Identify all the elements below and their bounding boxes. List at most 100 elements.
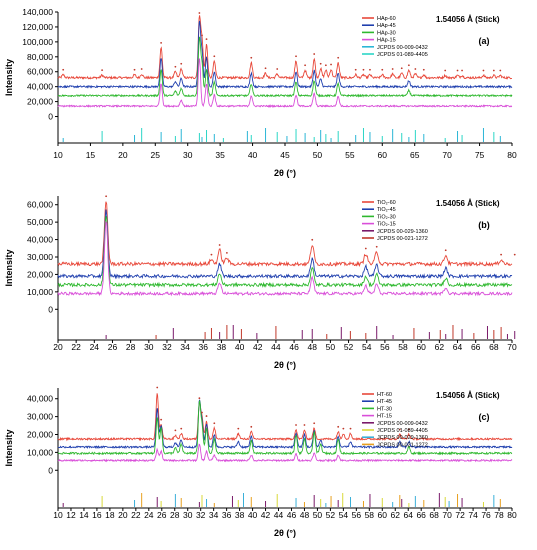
- x-tick-label: 40: [248, 510, 258, 520]
- series-line-3: [57, 220, 513, 297]
- peak-marker: [133, 68, 136, 71]
- x-tick-label: 62: [391, 510, 401, 520]
- series-line-0: [57, 201, 513, 268]
- peak-marker: [342, 427, 345, 430]
- y-tick-label: 120,000: [22, 22, 53, 32]
- peak-marker: [349, 427, 352, 430]
- peak-marker: [369, 68, 371, 71]
- peak-marker: [400, 67, 403, 70]
- legend-entry: TiO₂-60: [377, 200, 396, 206]
- peak-marker: [398, 428, 401, 431]
- peak-marker: [140, 68, 143, 70]
- x-tick-label: 65: [410, 150, 420, 160]
- x-tick-label: 30: [183, 150, 193, 160]
- peak-marker: [311, 238, 314, 241]
- peak-marker: [444, 249, 447, 252]
- legend-entry: JCPDS 00-021-1272: [377, 236, 428, 242]
- y-tick-label: 20,000: [27, 269, 53, 279]
- x-tick-label: 80: [507, 510, 517, 520]
- x-tick-label: 40: [248, 150, 258, 160]
- x-tick-label: 70: [442, 510, 452, 520]
- y-tick-label: 60,000: [27, 200, 53, 210]
- peak-marker: [264, 67, 267, 70]
- x-tick-label: 24: [144, 510, 154, 520]
- x-tick-label: 20: [53, 342, 63, 352]
- x-tick-label: 60: [378, 150, 388, 160]
- x-tick-label: 36: [222, 510, 232, 520]
- peak-marker: [337, 425, 340, 428]
- legend-entry: JCPDS 00-029-1360: [377, 435, 428, 441]
- x-tick-label: 60: [416, 342, 426, 352]
- series-line-0: [57, 393, 513, 442]
- y-tick-label: 30,000: [27, 252, 53, 262]
- x-tick-label: 22: [71, 342, 81, 352]
- peak-marker: [276, 68, 279, 70]
- x-tick-label: 10: [53, 510, 63, 520]
- y-tick-label: 50,000: [27, 217, 53, 227]
- series-line-3: [57, 443, 513, 463]
- peak-marker: [156, 386, 159, 389]
- peak-marker: [62, 68, 65, 71]
- x-tick-label: 50: [313, 510, 323, 520]
- x-tick-label: 72: [455, 510, 465, 520]
- x-tick-label: 20: [118, 510, 128, 520]
- x-tick-label: 64: [403, 510, 413, 520]
- x-tick-label: 36: [199, 342, 209, 352]
- x-tick-label: 30: [144, 342, 154, 352]
- peak-marker: [381, 68, 384, 71]
- peak-marker: [364, 247, 367, 250]
- peak-marker: [105, 195, 108, 198]
- x-tick-label: 58: [365, 510, 375, 520]
- legend-entry: JCPDS 01-089-4405: [377, 52, 428, 58]
- peak-marker: [303, 424, 306, 426]
- x-tick-label: 28: [170, 510, 180, 520]
- peak-marker: [513, 253, 516, 256]
- x-tick-label: 34: [180, 342, 190, 352]
- x-tick-label: 20: [118, 150, 128, 160]
- series-line-1: [57, 399, 513, 450]
- y-tick-label: 0: [48, 465, 53, 475]
- panel-label: (c): [479, 412, 490, 422]
- x-tick-label: 78: [494, 510, 504, 520]
- peak-marker: [407, 428, 410, 431]
- legend-entry: JCPDS 00-029-1360: [377, 229, 428, 235]
- wavelength-note: 1.54056 Å (Stick): [436, 199, 500, 208]
- x-tick-label: 54: [362, 342, 372, 352]
- x-tick-label: 35: [215, 150, 225, 160]
- peak-marker: [201, 34, 203, 37]
- x-tick-label: 50: [326, 342, 336, 352]
- legend-entry: JCPDS 00-009-0432: [377, 45, 428, 51]
- peak-marker: [218, 244, 221, 246]
- x-tick-label: 24: [90, 342, 100, 352]
- x-tick-label: 22: [131, 510, 141, 520]
- series-line-1: [57, 209, 513, 280]
- x-tick-label: 62: [435, 342, 445, 352]
- x-tick-label: 70: [507, 342, 517, 352]
- x-tick-label: 12: [66, 510, 76, 520]
- x-tick-label: 75: [475, 150, 485, 160]
- legend-entry: HAp-15: [377, 38, 396, 44]
- peak-marker: [250, 425, 253, 428]
- x-tick-label: 42: [261, 510, 271, 520]
- x-tick-label: 32: [162, 342, 172, 352]
- peak-marker: [205, 38, 208, 41]
- x-tick-label: 80: [507, 150, 517, 160]
- x-tick-label: 56: [380, 342, 390, 352]
- peak-marker: [375, 245, 378, 248]
- legend-entry: TiO₂-45: [377, 207, 396, 213]
- peak-marker: [337, 56, 340, 59]
- peak-marker: [422, 68, 425, 71]
- legend-entry: HT-15: [377, 414, 392, 420]
- peak-marker: [324, 64, 327, 67]
- peak-marker: [391, 68, 394, 70]
- peak-marker: [250, 56, 253, 59]
- x-tick-label: 26: [108, 342, 118, 352]
- y-axis-title: Intensity: [4, 59, 14, 96]
- peak-marker: [101, 69, 104, 71]
- x-tick-label: 16: [92, 510, 102, 520]
- y-tick-label: 140,000: [22, 7, 53, 17]
- x-tick-label: 45: [280, 150, 290, 160]
- y-tick-label: 0: [48, 112, 53, 122]
- x-axis-title: 2θ (°): [274, 528, 296, 538]
